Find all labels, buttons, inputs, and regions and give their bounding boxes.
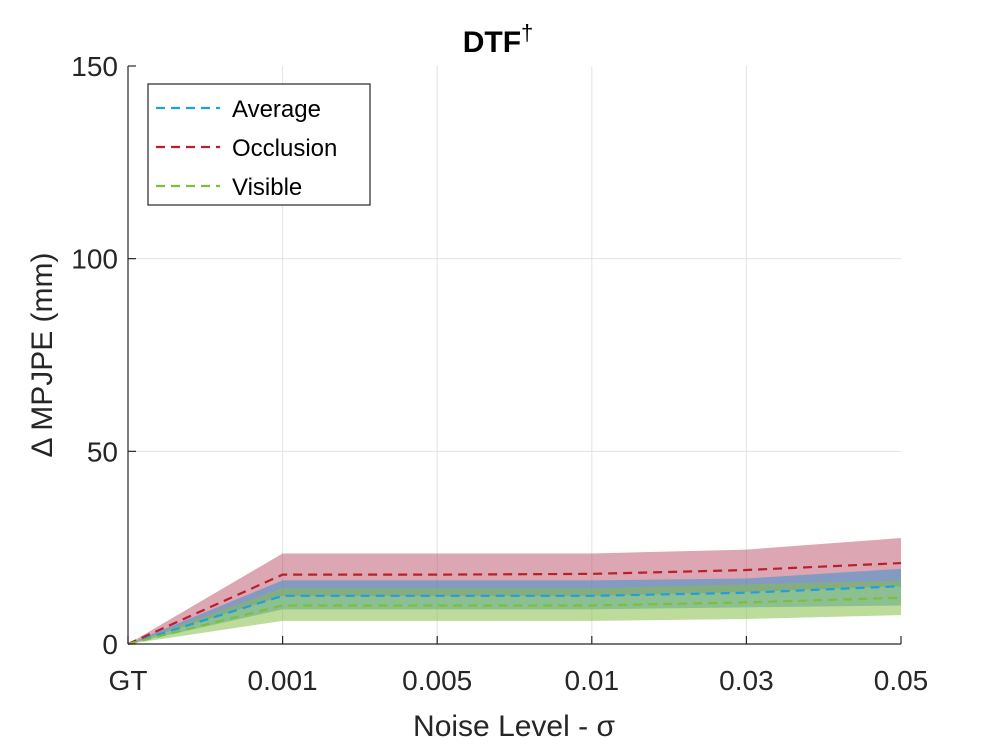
x-tick-label: 0.001 (248, 665, 318, 696)
chart-title: DTF† (463, 20, 534, 59)
y-tick-label: 100 (71, 244, 118, 275)
series-line-occlusion (127, 561, 902, 646)
legend-label-average: Average (232, 96, 321, 123)
x-tick-label: 0.005 (402, 665, 472, 696)
axes (127, 65, 902, 645)
series-lines (127, 561, 902, 646)
tick-labels: GT 0.001 0.005 0.01 0.03 0.05 0 50 100 150 (71, 51, 928, 696)
x-tick-label: 0.01 (565, 665, 620, 696)
series-line-average (127, 585, 902, 646)
y-tick-label: 150 (71, 51, 118, 82)
legend-label-occlusion: Occlusion (232, 135, 337, 162)
y-tick-label: 0 (102, 629, 118, 660)
x-tick-label: GT (109, 665, 148, 696)
legend-label-visible: Visible (232, 174, 302, 201)
x-tick-label: 0.05 (874, 665, 929, 696)
series-line-visible (127, 596, 902, 646)
legend-box (147, 83, 371, 206)
legend: Average Occlusion Visible (147, 83, 371, 206)
x-tick-label: 0.03 (719, 665, 774, 696)
x-axis-title: Noise Level - σ (413, 710, 615, 743)
y-axis-title: Δ MPJPE (mm) (26, 252, 59, 457)
y-tick-label: 50 (87, 436, 118, 467)
